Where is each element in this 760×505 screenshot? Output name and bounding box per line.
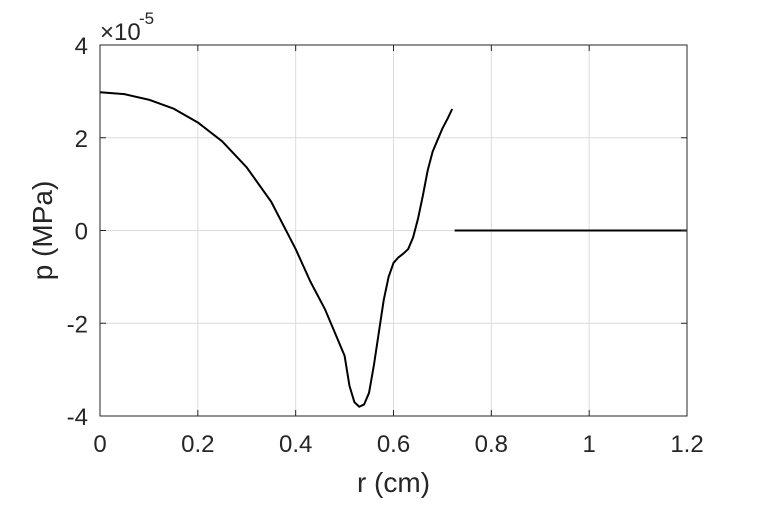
x-tick-label: 0.8 — [475, 431, 508, 458]
y-tick-label: -4 — [67, 404, 88, 431]
y-tick-label: 2 — [75, 126, 88, 153]
axes-layer — [99, 44, 688, 417]
x-tick-label: 1 — [582, 431, 595, 458]
series-layer — [99, 91, 687, 408]
x-tick-label: 0.6 — [377, 431, 410, 458]
y-tick-label: 4 — [75, 33, 88, 60]
x-axis-label: r (cm) — [357, 467, 430, 498]
y-axis-label: p (MPa) — [27, 181, 58, 281]
x-tick-label: 0.4 — [279, 431, 312, 458]
y-tick-label: -2 — [67, 311, 88, 338]
y-tick-label: 0 — [75, 219, 88, 246]
series-line-1 — [99, 91, 454, 408]
x-tick-label: 0.2 — [181, 431, 214, 458]
x-tick-label: 1.2 — [670, 431, 703, 458]
y-exponent-label: ×10 — [100, 19, 141, 46]
x-tick-label: 0 — [93, 431, 106, 458]
y-exponent-power: -5 — [139, 9, 154, 28]
tick-label-layer: 0 0.2 0.4 0.6 0.8 1 1.2 -4 -2 0 2 4 — [67, 33, 704, 458]
